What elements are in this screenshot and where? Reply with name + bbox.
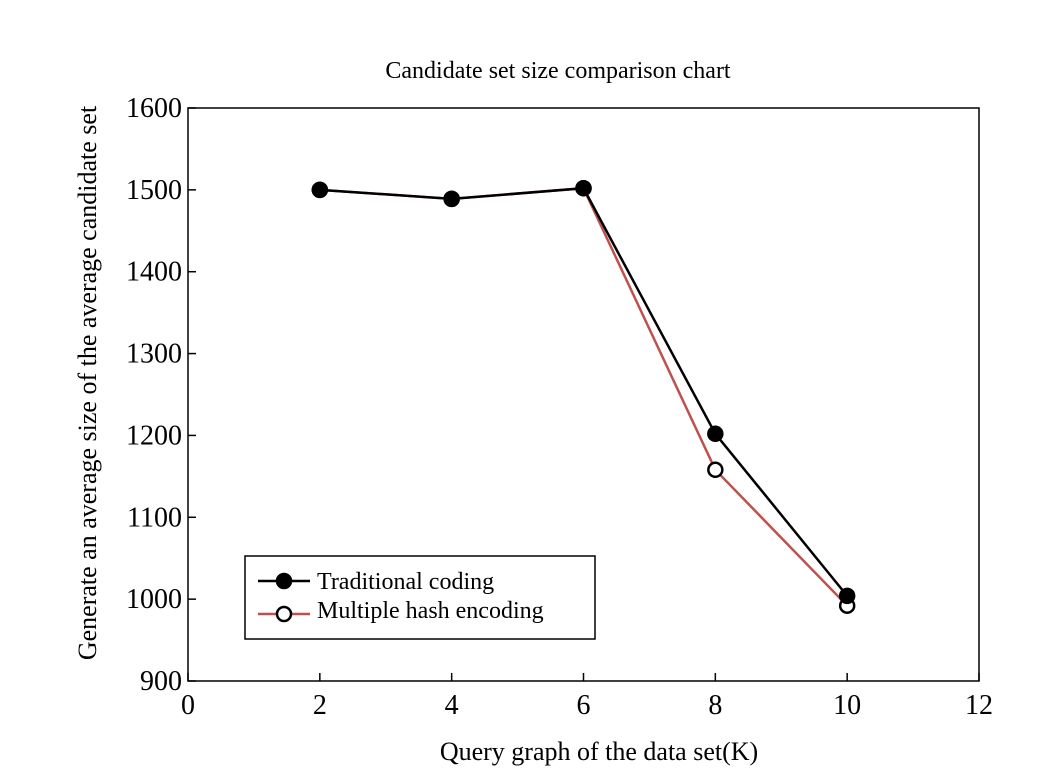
data-point-series-0 — [443, 190, 460, 208]
x-tick-label: 10 — [833, 690, 861, 721]
y-tick-label: 1200 — [126, 420, 182, 451]
data-point-series-1 — [707, 461, 724, 479]
y-tick-label: 1600 — [126, 93, 182, 124]
x-tick-label: 12 — [965, 690, 993, 721]
x-tick-label: 8 — [708, 690, 722, 721]
legend-box — [244, 555, 596, 640]
x-tick-label: 2 — [313, 690, 327, 721]
data-point-series-0 — [575, 179, 592, 197]
y-tick-label: 900 — [140, 666, 182, 697]
series-line-1 — [319, 186, 849, 607]
data-point-series-0 — [707, 425, 724, 443]
x-axis: 0 2 4 6 8 10 12 — [181, 673, 993, 721]
data-point-series-0 — [311, 181, 329, 199]
y-tick-label: 1000 — [126, 584, 182, 615]
y-tick-label: 1100 — [127, 502, 182, 533]
legend: Traditional coding Multiple hash encodin… — [244, 555, 596, 640]
series-layer — [311, 179, 856, 614]
y-tick-label: 1300 — [126, 339, 182, 370]
x-axis-label: Query graph of the data set(K) — [440, 737, 758, 766]
y-tick-label: 1400 — [126, 257, 182, 288]
x-tick-label: 0 — [181, 690, 195, 721]
legend-label-traditional: Traditional coding — [317, 569, 494, 595]
legend-label-multiple-hash: Multiple hash encoding — [317, 598, 544, 624]
chart-title: Candidate set size comparison chart — [385, 58, 731, 84]
legend-marker-traditional — [275, 572, 293, 590]
y-tick-label: 1500 — [126, 175, 182, 206]
legend-marker-multiple-hash — [275, 605, 293, 623]
series-line-0 — [319, 186, 849, 597]
y-axis-label: Generate an average size of the average … — [73, 105, 102, 660]
y-axis: 900 1000 1100 1200 1300 1400 1500 1600 — [126, 93, 196, 697]
data-point-series-0 — [838, 587, 856, 605]
x-tick-label: 4 — [445, 690, 459, 721]
x-tick-label: 6 — [577, 690, 591, 721]
